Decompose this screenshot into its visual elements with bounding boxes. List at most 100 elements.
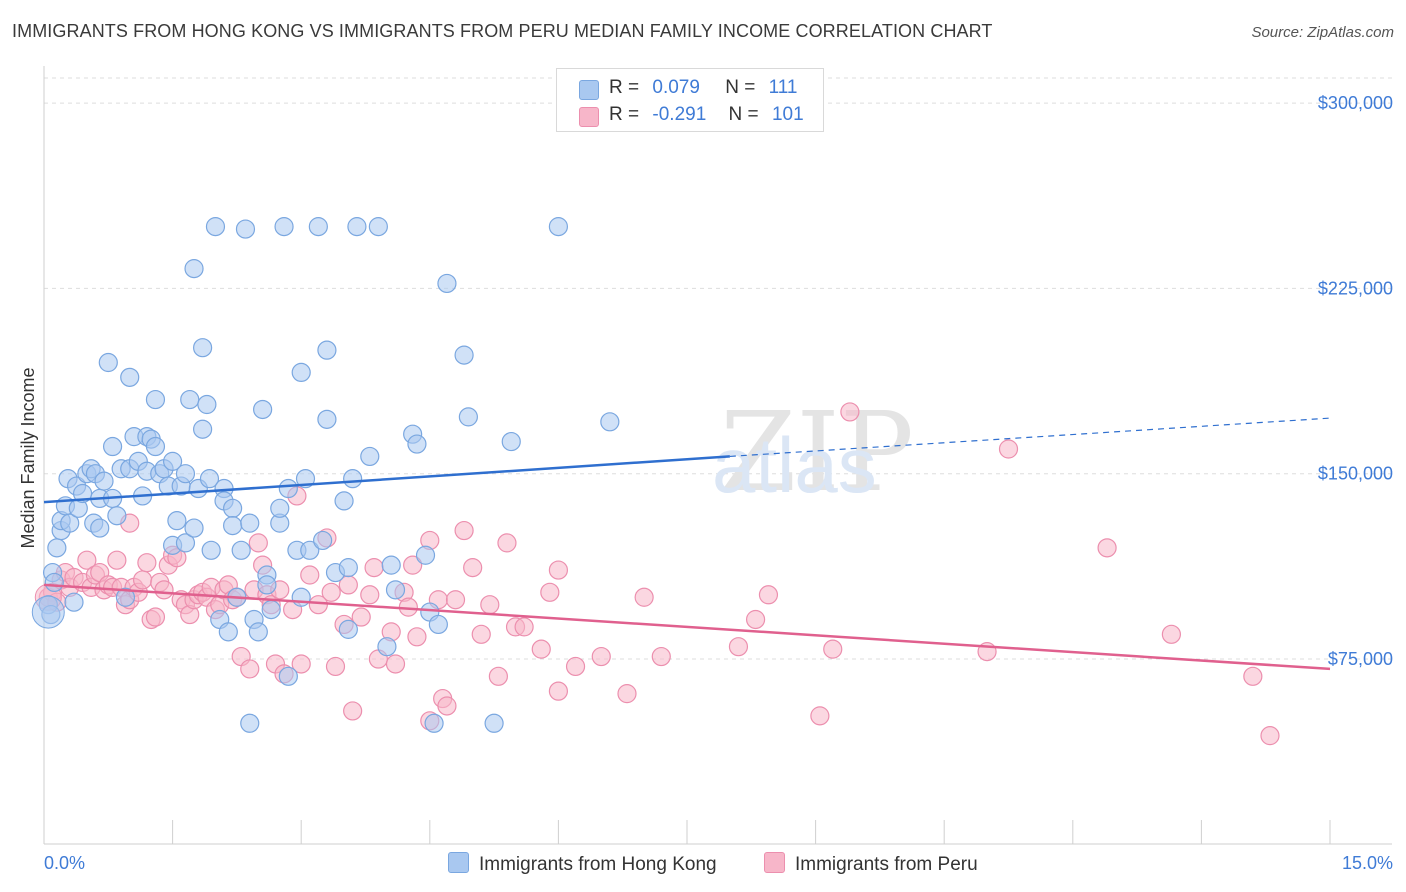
peru-point (548, 560, 569, 580)
peru-point (445, 590, 466, 610)
x-tick-label-min: 0.0% (44, 853, 85, 873)
peru-point (248, 533, 268, 553)
hk-point (199, 469, 220, 489)
peru-point (407, 627, 427, 647)
hk-point (338, 619, 358, 639)
hk-point (64, 592, 84, 612)
x-tick-label-max: 15.0% (1342, 853, 1393, 873)
hk-point (300, 540, 320, 560)
hk-point-large (31, 595, 65, 629)
x-axis-labels: 0.0% 15.0% (44, 853, 1393, 873)
grid-lines (44, 77, 1392, 660)
hk-point (98, 352, 118, 373)
peru-point (531, 639, 551, 659)
peru-trend-line (43, 583, 1331, 671)
peru-point (77, 550, 97, 570)
peru-point (998, 439, 1019, 459)
hk-point (377, 637, 397, 657)
watermark-atlas: atlas (712, 421, 877, 509)
peru-point (132, 570, 153, 590)
hk-point (334, 491, 354, 511)
peru-point (617, 684, 637, 704)
hk-point (145, 436, 166, 457)
hk-point (261, 600, 281, 620)
hk-point (60, 513, 80, 533)
hk-point (501, 431, 521, 452)
peru-point (291, 654, 311, 674)
peru-point (488, 666, 508, 686)
hk-r-label: R = (609, 77, 640, 98)
y-tick-label: $225,000 (1318, 278, 1393, 298)
peru-point (351, 607, 371, 627)
peru-point (840, 402, 860, 422)
hk-point (424, 713, 444, 733)
peru-point (540, 582, 560, 602)
peru-point (360, 585, 380, 605)
peru-point (364, 558, 384, 578)
hk-point (317, 340, 337, 360)
bottom-hk-swatch (448, 852, 469, 873)
y-tick-label: $75,000 (1328, 649, 1393, 669)
hk-point (313, 530, 333, 551)
hk-point (274, 217, 294, 237)
bottom-legend-peru: Immigrants from Peru (764, 852, 978, 876)
peru-point (1243, 666, 1263, 686)
hk-point (437, 273, 457, 294)
hk-point (175, 464, 196, 484)
hk-point (47, 538, 67, 558)
hk-point (193, 338, 213, 358)
hk-point (458, 407, 478, 427)
hk-point (107, 506, 127, 526)
hk-point (415, 545, 436, 565)
y-tick-label: $150,000 (1318, 464, 1393, 484)
peru-point (437, 696, 457, 716)
hk-point (291, 587, 311, 607)
source-label: Source: ZipAtlas.com (1251, 24, 1394, 41)
peru-point (1161, 624, 1181, 644)
hk-swatch (579, 80, 599, 100)
hk-point (240, 513, 260, 533)
hk-point (184, 259, 204, 279)
hk-point (201, 540, 221, 560)
hk-point (454, 345, 474, 365)
bottom-legend-hk: Immigrants from Hong Kong (448, 852, 717, 876)
peru-point (385, 654, 406, 674)
peru-r-label: R = (609, 104, 640, 125)
bottom-hk-label: Immigrants from Hong Kong (479, 854, 717, 875)
peru-point (308, 595, 328, 615)
peru-n-value: 101 (771, 104, 804, 125)
hk-point (240, 713, 260, 733)
hk-n-value: 111 (768, 77, 798, 98)
peru-point (548, 681, 569, 701)
hk-point (600, 412, 620, 432)
hk-point (145, 389, 166, 410)
hk-point (218, 622, 238, 642)
peru-point (145, 607, 166, 627)
hk-point (90, 518, 110, 538)
hk-point (360, 446, 380, 467)
hk-point (347, 217, 367, 237)
peru-point (823, 639, 843, 659)
hk-point (548, 217, 569, 237)
hk-point (253, 399, 273, 420)
hk-point (193, 419, 213, 439)
hk-point (381, 555, 401, 575)
watermark-zip: ZIP (720, 388, 914, 516)
peru-point (325, 656, 346, 677)
y-axis-labels: $75,000 $150,000 $225,000 $300,000 (1318, 93, 1393, 669)
y-tick-label: $300,000 (1318, 93, 1393, 113)
hk-point (317, 409, 337, 429)
peru-r-value: -0.291 (652, 104, 707, 125)
peru-n-label: N = (728, 104, 759, 125)
hk-point (291, 362, 311, 382)
peru-point (463, 558, 483, 578)
hk-point (223, 498, 243, 518)
peru-swatch (579, 107, 599, 127)
peru-point (240, 659, 260, 679)
hk-point (343, 469, 363, 489)
peru-point (728, 637, 749, 657)
hk-point (248, 622, 268, 642)
hk-point (278, 478, 298, 499)
hk-point (278, 666, 298, 686)
hk-point (115, 587, 136, 607)
